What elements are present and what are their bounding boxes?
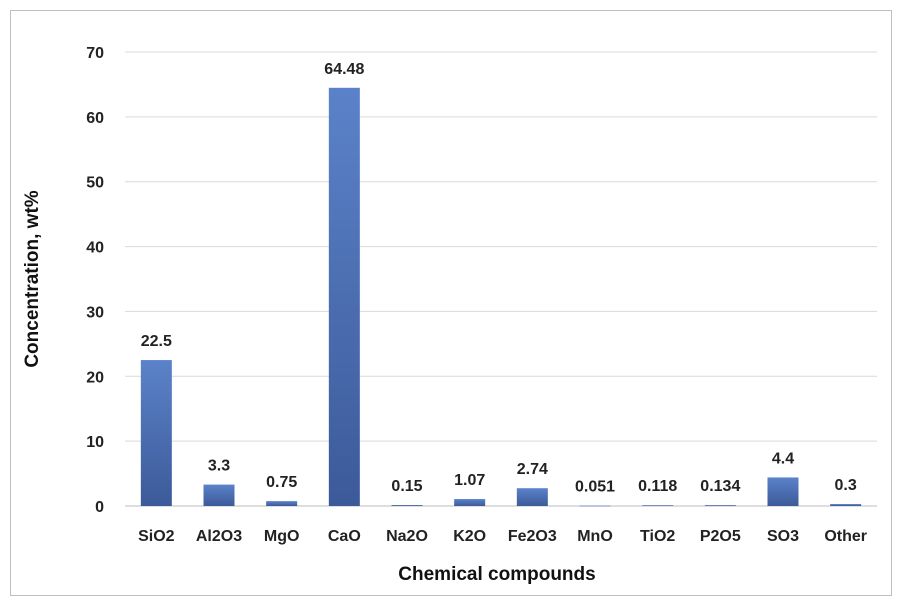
x-tick-label: P2O5 bbox=[700, 528, 741, 545]
y-tick-label: 70 bbox=[86, 45, 104, 62]
bar-na2o bbox=[391, 505, 423, 506]
bar-mgo bbox=[266, 501, 298, 506]
x-tick-label: SO3 bbox=[767, 528, 799, 545]
gridlines bbox=[125, 51, 877, 507]
x-axis-ticks: SiO2 Al2O3 MgO CaO Na2O K2O Fe2O3 MnO TiO2 P2O5 SO… bbox=[138, 528, 867, 545]
bar-al2o3 bbox=[203, 484, 235, 506]
x-tick-label: MnO bbox=[577, 528, 613, 545]
x-tick-label: TiO2 bbox=[640, 528, 675, 545]
y-tick-label: 30 bbox=[86, 304, 104, 321]
y-axis-ticks: 0 10 20 30 40 50 60 70 bbox=[86, 45, 104, 516]
data-label: 64.48 bbox=[324, 61, 364, 78]
y-tick-label: 50 bbox=[86, 175, 104, 192]
bar-tio2 bbox=[642, 505, 674, 506]
x-tick-label: Na2O bbox=[386, 528, 428, 545]
data-label: 4.4 bbox=[772, 450, 794, 467]
data-label: 3.3 bbox=[208, 458, 230, 475]
bar-so3 bbox=[767, 477, 799, 506]
bar-mno bbox=[579, 505, 611, 507]
bar-p2o5 bbox=[704, 505, 736, 506]
x-tick-label: SiO2 bbox=[138, 528, 175, 545]
data-label: 0.134 bbox=[700, 478, 740, 495]
bar-k2o bbox=[454, 499, 486, 506]
data-label: 0.75 bbox=[266, 474, 297, 491]
bar-cao bbox=[328, 87, 360, 506]
bar-sio2 bbox=[140, 360, 172, 506]
x-axis-title: Chemical compounds bbox=[398, 564, 595, 585]
bar-other bbox=[830, 504, 862, 506]
y-tick-label: 0 bbox=[95, 499, 104, 516]
x-tick-label: K2O bbox=[453, 528, 486, 545]
data-label: 1.07 bbox=[454, 472, 485, 489]
data-label: 2.74 bbox=[517, 461, 548, 478]
bar-fe2o3 bbox=[516, 488, 548, 506]
x-tick-label: Fe2O3 bbox=[508, 528, 557, 545]
x-tick-label: CaO bbox=[328, 528, 361, 545]
bars bbox=[140, 87, 862, 507]
y-tick-label: 40 bbox=[86, 240, 104, 257]
data-label: 0.118 bbox=[638, 478, 677, 495]
y-tick-label: 60 bbox=[86, 110, 104, 127]
y-tick-label: 20 bbox=[86, 369, 104, 386]
data-label: 22.5 bbox=[141, 333, 172, 350]
data-label: 0.15 bbox=[391, 478, 422, 495]
y-tick-label: 10 bbox=[86, 434, 104, 451]
x-tick-label: MgO bbox=[264, 528, 300, 545]
data-label: 0.3 bbox=[835, 477, 857, 494]
data-labels: 22.5 3.3 0.75 64.48 0.15 1.07 2.74 0.051 0.118 0.… bbox=[141, 61, 857, 496]
y-axis-title: Concentration, wt% bbox=[22, 190, 43, 367]
x-tick-label: Al2O3 bbox=[196, 528, 242, 545]
x-tick-label: Other bbox=[824, 528, 867, 545]
data-label: 0.051 bbox=[575, 479, 615, 496]
